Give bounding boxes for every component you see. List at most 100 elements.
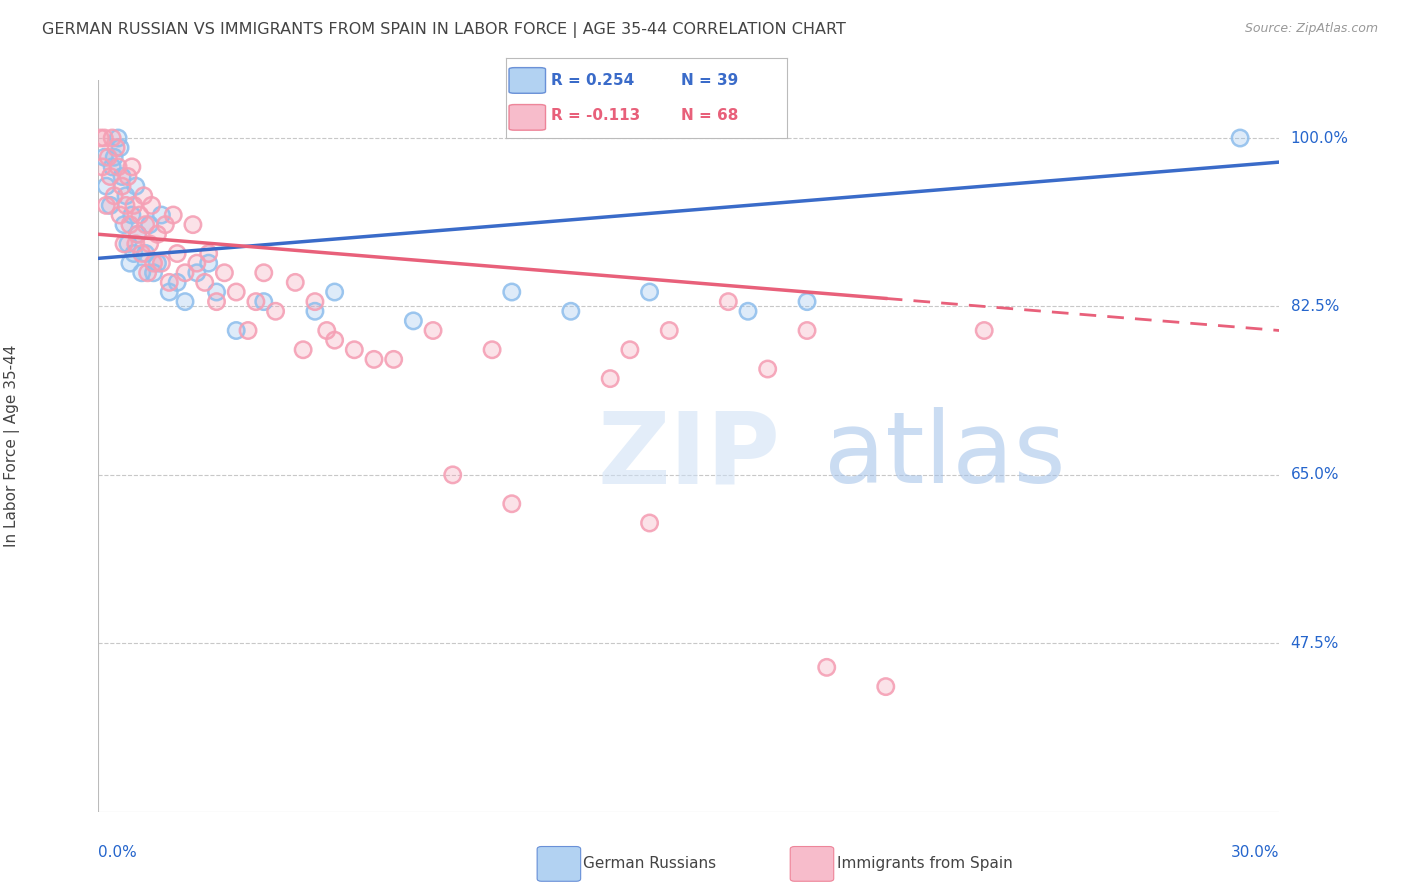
Point [236, 324, 259, 338]
Point [107, 160, 129, 174]
Text: atlas: atlas [824, 407, 1066, 504]
Point [107, 131, 129, 145]
Point [131, 246, 153, 260]
Point [122, 246, 145, 260]
Point [107, 131, 129, 145]
Point [284, 276, 307, 290]
Point [105, 141, 128, 155]
Point [422, 324, 444, 338]
Point [402, 314, 425, 328]
Point [96, 198, 118, 212]
Point [103, 188, 125, 202]
Point [96, 179, 118, 194]
Point [638, 516, 661, 530]
Point [118, 256, 141, 270]
Point [658, 324, 681, 338]
Text: R = -0.113: R = -0.113 [551, 108, 640, 123]
Text: R = 0.254: R = 0.254 [551, 73, 634, 88]
Point [97, 150, 120, 164]
Point [142, 266, 165, 280]
Point [186, 256, 208, 270]
Text: Immigrants from Spain: Immigrants from Spain [837, 856, 1012, 871]
Point [122, 246, 145, 260]
Point [599, 371, 621, 385]
Point [796, 294, 818, 309]
Point [560, 304, 582, 318]
Point [142, 256, 165, 270]
Point [225, 324, 247, 338]
Point [125, 179, 148, 194]
Point [111, 169, 134, 184]
Point [127, 227, 149, 242]
Point [112, 236, 135, 251]
Point [98, 198, 121, 212]
Point [304, 304, 326, 318]
Point [402, 314, 425, 328]
Point [138, 236, 160, 251]
Text: Source: ZipAtlas.com: Source: ZipAtlas.com [1244, 22, 1378, 36]
Point [382, 352, 405, 367]
Point [146, 256, 169, 270]
Point [315, 324, 337, 338]
Point [363, 352, 385, 367]
Point [98, 198, 121, 212]
Point [501, 497, 523, 511]
Point [115, 198, 138, 212]
Point [166, 276, 188, 290]
Point [304, 294, 326, 309]
Point [973, 324, 995, 338]
Point [737, 304, 759, 318]
Point [98, 169, 121, 184]
Point [135, 218, 157, 232]
Point [127, 227, 149, 242]
Point [756, 362, 779, 376]
Point [875, 680, 897, 694]
Point [560, 304, 582, 318]
Point [105, 141, 128, 155]
Point [181, 218, 204, 232]
Point [111, 179, 134, 194]
Point [136, 266, 159, 280]
Point [111, 169, 134, 184]
Point [135, 246, 157, 260]
Point [481, 343, 503, 357]
Point [292, 343, 315, 357]
Point [103, 150, 125, 164]
Point [162, 208, 184, 222]
Point [138, 236, 160, 251]
Point [323, 333, 346, 347]
Point [108, 141, 131, 155]
Point [205, 294, 228, 309]
Point [422, 324, 444, 338]
Point [236, 324, 259, 338]
Point [138, 218, 160, 232]
Point [121, 208, 143, 222]
Point [796, 324, 818, 338]
Point [197, 246, 219, 260]
Point [155, 218, 177, 232]
Text: 100.0%: 100.0% [1291, 130, 1348, 145]
Point [815, 660, 838, 674]
Point [157, 276, 180, 290]
Point [135, 218, 157, 232]
Point [284, 276, 307, 290]
FancyBboxPatch shape [509, 104, 546, 130]
Point [93, 131, 115, 145]
Point [125, 179, 148, 194]
Point [141, 198, 163, 212]
Point [323, 333, 346, 347]
Point [96, 179, 118, 194]
Point [501, 285, 523, 299]
Point [142, 266, 165, 280]
Point [343, 343, 366, 357]
Point [157, 285, 180, 299]
Point [717, 294, 740, 309]
Point [315, 324, 337, 338]
Text: In Labor Force | Age 35-44: In Labor Force | Age 35-44 [4, 345, 20, 547]
Point [146, 227, 169, 242]
Text: N = 39: N = 39 [681, 73, 738, 88]
Point [304, 304, 326, 318]
Point [150, 256, 173, 270]
Point [245, 294, 267, 309]
Point [112, 236, 135, 251]
